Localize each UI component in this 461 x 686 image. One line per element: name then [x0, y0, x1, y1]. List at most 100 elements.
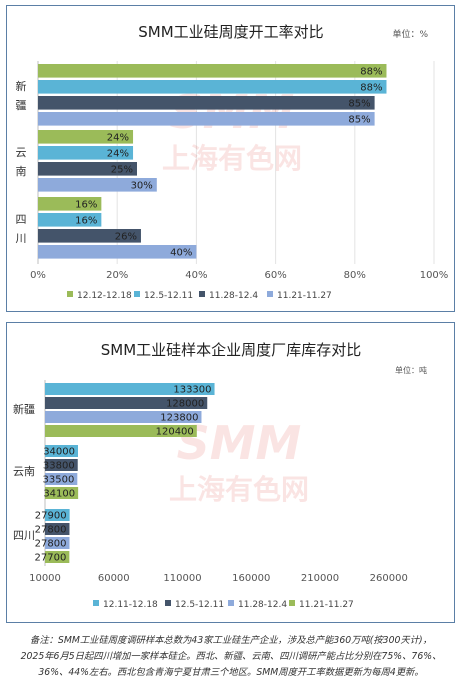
data-label: 88% — [360, 67, 382, 78]
bar — [45, 425, 197, 437]
data-label: 30% — [131, 181, 153, 192]
data-label: 34100 — [43, 489, 75, 500]
category-label: 云南 — [13, 465, 35, 478]
bar — [45, 551, 70, 563]
bar — [45, 459, 78, 471]
x-tick-label: 10000 — [29, 573, 61, 584]
bar — [45, 473, 78, 485]
x-tick-label: 160000 — [232, 573, 270, 584]
category-label: 四 — [16, 213, 27, 226]
unit-label: 单位：吨 — [395, 365, 427, 375]
x-tick-label: 80% — [344, 270, 366, 281]
unit-label: 单位：% — [392, 28, 428, 40]
data-label: 27900 — [35, 511, 67, 522]
legend-swatch — [289, 600, 295, 606]
bar — [38, 146, 134, 160]
legend-label: 12.12-12.18 — [77, 291, 132, 301]
legend-label: 11.21-11.27 — [277, 291, 332, 301]
legend-swatch — [93, 600, 99, 606]
bar — [38, 130, 134, 144]
watermark-text: 上海有色网 — [162, 142, 302, 175]
bar — [45, 523, 70, 535]
x-tick-label: 40% — [185, 270, 207, 281]
bar — [45, 509, 70, 521]
legend-label: 12.5-12.11 — [144, 291, 193, 301]
data-label: 34000 — [43, 447, 75, 458]
x-tick-label: 0% — [30, 270, 46, 281]
bar — [38, 162, 137, 176]
bar — [45, 397, 208, 409]
x-tick-label: 260000 — [370, 573, 408, 584]
data-label: 27800 — [35, 539, 67, 550]
inventory-chart-panel: SMM工业硅样本企业周度厂库库存对比单位：吨 SMM 上海有色网 新疆 133300 12… — [6, 322, 455, 623]
bar — [38, 197, 102, 211]
bar — [38, 245, 197, 259]
legend-label: 12.5-12.11 — [175, 600, 224, 610]
legend-swatch — [228, 600, 234, 606]
footnote-line: 36%、44%左右。西北包含青海宁夏甘肃三个地区。SMM周度开工率数据更新为每周… — [38, 667, 424, 678]
chart-title: SMM工业硅周度开工率对比 — [138, 23, 323, 41]
bar — [45, 445, 78, 457]
legend-label: 11.28-12.4 — [209, 291, 258, 301]
category-label: 新疆 — [13, 402, 35, 416]
footnote-line: 备注：SMM工业硅周度调研样本总数为43家工业硅生产企业，涉及总产能360万吨(… — [30, 635, 432, 646]
data-label: 33800 — [43, 461, 75, 472]
bar — [38, 213, 102, 227]
utilization-chart-panel: SMM工业硅周度开工率对比单位：%0%20%40%60%80%100%SMM上海… — [6, 5, 455, 312]
x-tick-label: 60000 — [98, 573, 130, 584]
data-label: 123800 — [160, 413, 198, 424]
footnote: 备注：SMM工业硅周度调研样本总数为43家工业硅生产企业，涉及总产能360万吨(… — [8, 633, 454, 681]
legend-label: 12.11-12.18 — [103, 600, 158, 610]
legend-swatch — [199, 291, 205, 297]
footnote-line: 2025年6月5日起四川增加一家样本硅企。西北、新疆、云南、四川调研产能占比分别… — [20, 651, 442, 662]
category-label: 川 — [16, 232, 27, 245]
data-label: 40% — [170, 248, 192, 259]
data-label: 27800 — [35, 525, 67, 536]
data-label: 88% — [360, 83, 382, 94]
category-label: 疆 — [16, 99, 27, 112]
legend-swatch — [267, 291, 273, 297]
data-label: 133300 — [173, 385, 211, 396]
data-label: 120400 — [156, 427, 194, 438]
data-label: 85% — [348, 99, 370, 110]
data-label: 128000 — [166, 399, 204, 410]
bar — [45, 383, 215, 395]
chart-title: SMM工业硅样本企业周度厂库库存对比 — [101, 341, 361, 359]
category-label: 新 — [16, 79, 27, 93]
data-label: 24% — [107, 149, 129, 160]
category-label: 云 — [16, 146, 27, 159]
legend-swatch — [165, 600, 171, 606]
bar — [38, 229, 141, 243]
data-label: 85% — [348, 115, 370, 126]
data-label: 24% — [107, 133, 129, 144]
x-tick-label: 210000 — [301, 573, 339, 584]
bar — [45, 411, 202, 423]
legend-label: 11.21-11.27 — [299, 600, 354, 610]
watermark-logo: SMM — [177, 416, 302, 470]
watermark-text: 上海有色网 — [169, 473, 309, 506]
x-tick-label: 60% — [264, 270, 286, 281]
legend-label: 11.28-12.4 — [238, 600, 287, 610]
category-label: 南 — [16, 165, 27, 178]
data-label: 16% — [75, 216, 97, 227]
category-label: 四川 — [13, 529, 35, 542]
bar — [38, 112, 375, 126]
x-tick-label: 110000 — [163, 573, 201, 584]
data-label: 27700 — [35, 553, 67, 564]
bar — [45, 487, 79, 499]
data-label: 16% — [75, 200, 97, 211]
bar — [38, 64, 387, 78]
legend-swatch — [67, 291, 73, 297]
data-label: 25% — [111, 165, 133, 176]
bar — [38, 96, 375, 110]
data-label: 33500 — [43, 475, 75, 486]
x-tick-label: 100% — [420, 270, 449, 281]
bar — [38, 178, 157, 192]
bar — [38, 80, 387, 94]
bar — [45, 537, 70, 549]
x-tick-label: 20% — [106, 270, 128, 281]
utilization-chart: SMM工业硅周度开工率对比单位：%0%20%40%60%80%100%SMM上海… — [16, 23, 449, 301]
data-label: 26% — [115, 232, 137, 243]
legend-swatch — [134, 291, 140, 297]
